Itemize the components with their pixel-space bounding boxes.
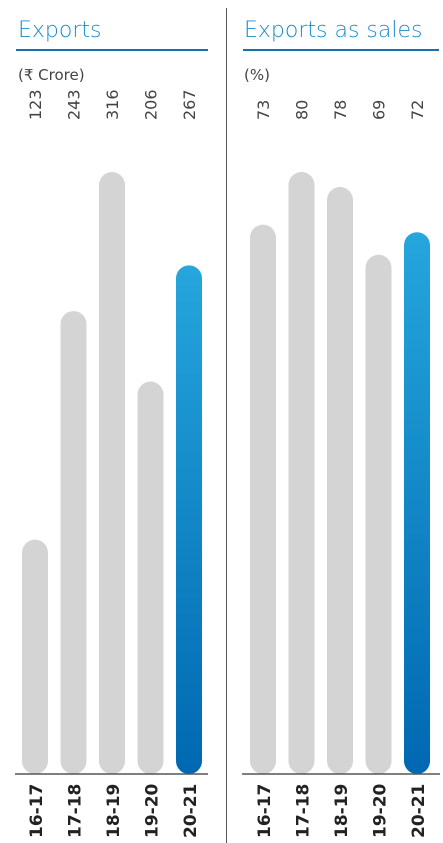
category-label: 16-17 xyxy=(27,784,47,838)
bar-19-20 xyxy=(365,254,392,774)
bar-20-21 xyxy=(176,265,202,774)
unit-label-exports-as-sales: (%) xyxy=(244,66,270,84)
category-label: 19-20 xyxy=(371,783,391,838)
category-label: 18-19 xyxy=(332,784,352,838)
value-label: 78 xyxy=(331,100,350,120)
bar-19-20 xyxy=(137,381,164,774)
value-label: 72 xyxy=(408,100,427,120)
exports-as-sales-panel: Exports as sales (%) 73 16-17 80 17-18 78 18-… xyxy=(234,0,443,843)
unit-label-exports: (₹ Crore) xyxy=(18,66,85,84)
bar-16-17 xyxy=(250,224,276,775)
category-label: 20-21 xyxy=(409,784,429,838)
value-label: 206 xyxy=(142,89,161,120)
title-rule xyxy=(16,49,208,51)
value-label: 316 xyxy=(103,89,122,120)
value-label: 69 xyxy=(370,100,389,120)
category-label: 18-19 xyxy=(104,784,124,838)
exports-as-sales-bar-chart: 73 16-17 80 17-18 78 18-19 69 19-20 72 20-21 xyxy=(242,100,440,838)
bar-18-19 xyxy=(327,187,353,775)
category-label: 17-18 xyxy=(66,784,86,838)
category-label: 16-17 xyxy=(255,784,275,838)
bar-17-18 xyxy=(60,311,87,774)
value-label: 73 xyxy=(254,100,273,120)
bar-20-21 xyxy=(404,232,430,774)
panel-divider xyxy=(226,8,227,843)
category-label: 17-18 xyxy=(294,784,314,838)
value-label: 123 xyxy=(26,89,45,120)
exports-panel: Exports (₹ Crore) 123 16-17 243 17-18 316 18-… xyxy=(0,0,216,843)
category-label: 19-20 xyxy=(143,783,163,838)
value-label: 80 xyxy=(293,100,312,120)
title-rule xyxy=(243,49,439,51)
chart-title-exports: Exports xyxy=(18,18,102,43)
bar-18-19 xyxy=(99,172,125,774)
value-label: 267 xyxy=(180,89,199,120)
bar-17-18 xyxy=(288,172,315,774)
chart-title-exports-as-sales: Exports as sales xyxy=(244,18,423,43)
value-label: 243 xyxy=(65,89,84,120)
category-label: 20-21 xyxy=(181,784,201,838)
exports-bar-chart: 123 16-17 243 17-18 316 18-19 206 19-20 267 20-21 xyxy=(15,89,208,838)
bar-16-17 xyxy=(22,539,48,774)
